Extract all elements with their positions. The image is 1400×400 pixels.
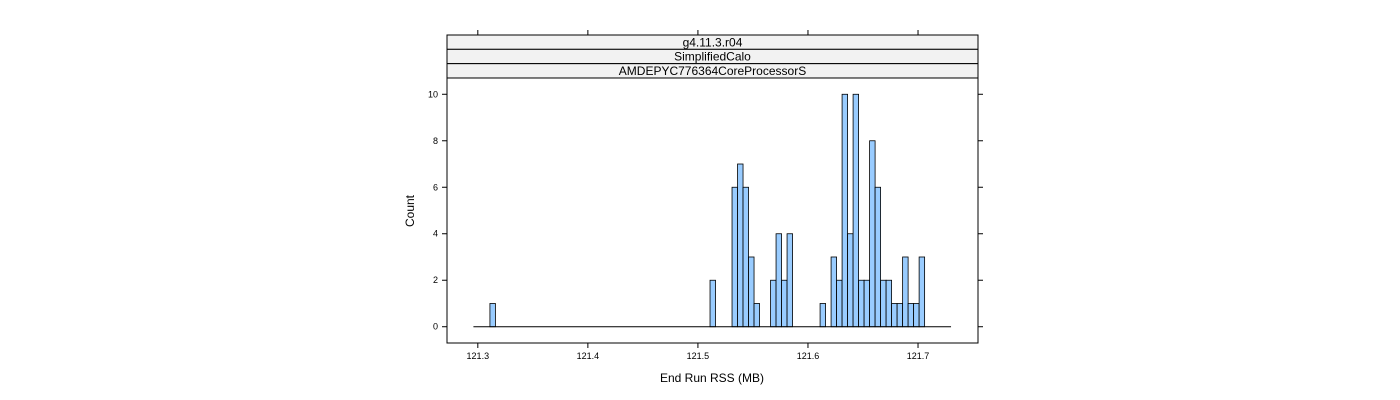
histogram-bar-3: [737, 163, 744, 328]
histogram-bar-23: [891, 303, 898, 328]
histogram-bar-2: [731, 186, 738, 328]
histogram-bar-26: [907, 303, 915, 328]
y-tick-label-5: 10: [428, 89, 438, 99]
strip-label-1: SimplifiedCalo: [674, 50, 751, 64]
histogram-bar-14: [841, 93, 848, 328]
histogram-bar-12: [830, 256, 837, 328]
x-axis-ticks: 121.3 121.4 121.5 121.6 121.7: [467, 30, 930, 361]
histogram-bar-7: [770, 279, 777, 328]
histogram-bar-4: [742, 186, 749, 328]
histogram-bar-9: [781, 279, 788, 328]
y-tick-label-1: 2: [433, 275, 438, 285]
histogram-bar-25: [902, 256, 909, 328]
histogram-bar-13: [836, 279, 843, 328]
histogram-bar-15: [847, 233, 854, 328]
histogram-bar-20: [874, 186, 882, 328]
histogram-bar-6: [753, 303, 760, 328]
histogram-bar-19: [869, 140, 876, 328]
histogram-bar-0: [489, 303, 496, 328]
x-tick-label-3: 121.6: [797, 351, 820, 361]
histogram-bar-8: [775, 233, 782, 328]
y-tick-label-2: 4: [433, 229, 438, 239]
histogram-bar-28: [918, 256, 926, 328]
y-tick-label-0: 0: [433, 322, 438, 332]
histogram-bar-1: [709, 279, 716, 328]
x-tick-label-2: 121.5: [687, 351, 710, 361]
histogram-bar-11: [819, 303, 826, 328]
x-tick-label-4: 121.7: [907, 351, 930, 361]
strip-headers: g4.11.3.r04SimplifiedCaloAMDEPYC776364Co…: [446, 34, 979, 79]
y-tick-label-3: 6: [433, 182, 438, 192]
histogram-bar-24: [896, 303, 904, 328]
x-axis-label: End Run RSS (MB): [660, 371, 764, 385]
strip-label-2: AMDEPYC776364CoreProcessorS: [619, 64, 806, 78]
histogram-bar-18: [863, 279, 870, 328]
histogram-bar-21: [880, 279, 887, 328]
y-tick-label-4: 8: [433, 136, 438, 146]
panel-frame: [446, 77, 979, 344]
y-axis-ticks: 0 2 4 6 8 10: [428, 89, 983, 332]
histogram-bar-10: [786, 233, 793, 328]
x-tick-label-0: 121.3: [467, 351, 490, 361]
x-tick-label-1: 121.4: [577, 351, 600, 361]
histogram-bar-5: [748, 256, 755, 328]
histogram-bar-17: [858, 279, 865, 328]
y-axis-label: Count: [403, 194, 417, 227]
strip-label-0: g4.11.3.r04: [683, 35, 743, 49]
histogram-bars: [489, 93, 926, 328]
histogram-bar-22: [885, 279, 893, 328]
histogram-bar-16: [852, 93, 859, 328]
histogram-bar-27: [913, 303, 920, 328]
